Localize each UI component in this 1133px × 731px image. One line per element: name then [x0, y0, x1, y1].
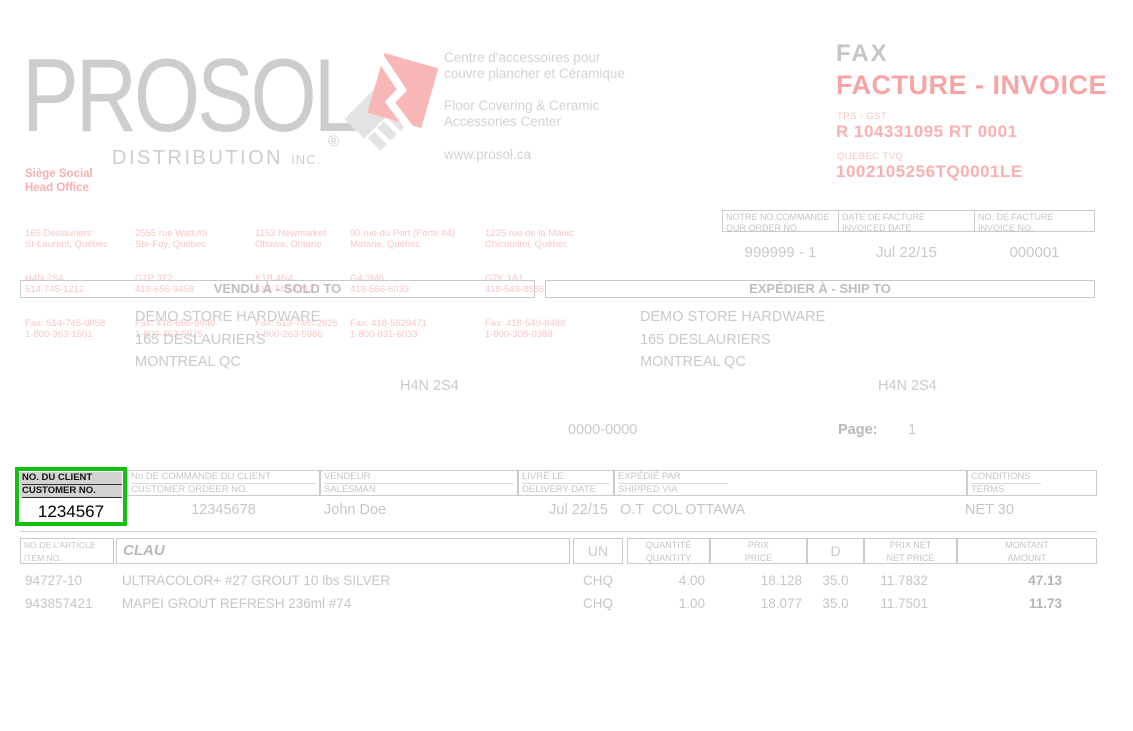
- unit-cell: CHQ: [583, 573, 613, 588]
- page-number: 1: [908, 422, 917, 438]
- account-number: 0000-0000: [568, 422, 638, 438]
- price-cell: 18.077: [760, 596, 802, 611]
- sold-to-address: DEMO STORE HARDWARE 165 DESLAURIERS MONT…: [135, 309, 321, 371]
- quebec-tvq-value: 1002105256TQ0001LE: [836, 162, 1023, 181]
- quantity-cell: 1.00: [678, 596, 705, 611]
- prosol-logo-text: PROSOL: [22, 38, 361, 154]
- tps-gst-label: TPS - GST: [837, 111, 888, 122]
- branch-address-chicoutimi: 1225 rue de la Manic Chicoutimi, Québec G…: [485, 227, 574, 341]
- branch-address-st-laurent: 165 Deslauriers St-Laurent, Québec H4N 2S…: [25, 227, 108, 341]
- delivery-date-header: LIVRÉ LE DELIVERY DATE: [518, 470, 614, 496]
- customer-no-header: NO. DU CLIENT CUSTOMER NO.: [20, 472, 122, 498]
- tagline-english: Floor Covering & Ceramic Accessories Cen…: [444, 98, 600, 129]
- price-column-header: PRIX PRICE: [710, 538, 807, 564]
- amount-column-header: MONTANT AMOUNT: [957, 538, 1097, 564]
- invoice-date-value: Jul 22/15: [876, 244, 937, 261]
- section-divider: [20, 531, 1097, 532]
- invoice-date-header: DATE DE FACTURE INVOICED DATE: [838, 210, 975, 233]
- head-office-label: Siège Social Head Office: [25, 168, 93, 194]
- salesman-value: John Doe: [324, 502, 387, 518]
- tagline-french: Centre d'accessoires pour couvre planche…: [444, 50, 625, 81]
- shipped-via-header: EXPÉDIÉ PAR SHIPPED VIA: [614, 470, 967, 496]
- website-url: www.prosol.ca: [444, 147, 532, 162]
- quantity-cell: 4.00: [678, 573, 705, 588]
- amount-cell: 47.13: [1028, 573, 1062, 588]
- customer-order-no-header: No DE COMMANDE DU CLIENT CUSTOMER ORDEER…: [127, 470, 320, 496]
- net-price-cell: 11.7832: [880, 573, 928, 588]
- logo-subtitle-distribution: DISTRIBUTION: [112, 147, 284, 169]
- logo-subtitle: DISTRIBUTION INC.: [112, 147, 321, 170]
- item-no-column-header: NO.DE L'ARTICLE ITEM NO.: [20, 538, 114, 564]
- ship-to-address: DEMO STORE HARDWARE 165 DESLAURIERS MONT…: [640, 309, 826, 371]
- unit-cell: CHQ: [583, 596, 613, 611]
- amount-cell: 11.73: [1028, 596, 1062, 611]
- ship-to-postal: H4N 2S4: [878, 378, 937, 394]
- quantity-column-header: QUANTITÉ QUANTITY: [627, 538, 710, 564]
- discount-column-header: D: [807, 538, 864, 564]
- description-column-header: CLAU: [116, 538, 570, 564]
- fax-label: FAX: [836, 40, 889, 67]
- logo-subtitle-inc: INC.: [291, 152, 322, 167]
- customer-order-no-value: 12345678: [191, 502, 256, 518]
- invoice-no-header: NO. DE FACTURE INVOICE NO.: [974, 210, 1095, 233]
- shipped-via-value: O.T COL OTTAWA: [620, 502, 746, 518]
- sold-to-header: VENDU À - SOLD TO: [20, 280, 535, 298]
- terms-header: CONDITIONS TERMS: [967, 470, 1097, 496]
- prosol-logo-icon: [344, 51, 439, 151]
- ship-to-header: EXPÉDIER À - SHIP TO: [545, 280, 1095, 298]
- discount-cell: 35.0: [822, 596, 849, 611]
- invoice-no-value: 000001: [1009, 244, 1060, 261]
- order-no-header: NOTRE NO.COMMANDE OUR ORDER NO.: [722, 210, 839, 233]
- net-price-column-header: PRIX NET NET PRICE: [864, 538, 957, 564]
- tps-gst-value: R 104331095 RT 0001: [836, 122, 1018, 141]
- price-cell: 18.128: [760, 573, 802, 588]
- page-label: Page:: [838, 422, 878, 438]
- branch-address-matane: 90 rue du Port (Porte #4) Matane, Québec …: [350, 227, 456, 341]
- unit-column-header: UN: [573, 538, 623, 564]
- registered-trademark-icon: ®: [328, 133, 340, 150]
- branch-address-ste-foy: 2555 rue Watt,#9 Ste-Foy, Québec G1P 3T2 4…: [135, 227, 216, 341]
- order-no-value: 999999 - 1: [744, 244, 817, 261]
- description-cell: MAPEI GROUT REFRESH 236ml #74: [122, 596, 352, 611]
- invoice-title: FACTURE - INVOICE: [836, 70, 1108, 100]
- branch-address-ottawa: 1153 Newmarket Ottawa, Ontario K1B 4N4 613…: [255, 227, 338, 341]
- description-cell: ULTRACOLOR+ #27 GROUT 10 lbs SILVER: [122, 573, 391, 588]
- terms-value: NET 30: [965, 502, 1014, 518]
- sold-to-postal: H4N 2S4: [400, 378, 459, 394]
- net-price-cell: 11.7501: [880, 596, 928, 611]
- customer-no-highlight-box[interactable]: NO. DU CLIENT CUSTOMER NO. 1234567: [15, 467, 127, 526]
- customer-no-value[interactable]: 1234567: [37, 502, 105, 521]
- quebec-tvq-label: QUEBEC TVQ: [837, 151, 904, 162]
- delivery-date-value: Jul 22/15: [549, 502, 608, 518]
- salesman-header: VENDEUR SALESMAN: [320, 470, 518, 496]
- item-no-cell: 943857421: [25, 596, 93, 611]
- discount-cell: 35.0: [822, 573, 849, 588]
- item-no-cell: 94727-10: [25, 573, 83, 588]
